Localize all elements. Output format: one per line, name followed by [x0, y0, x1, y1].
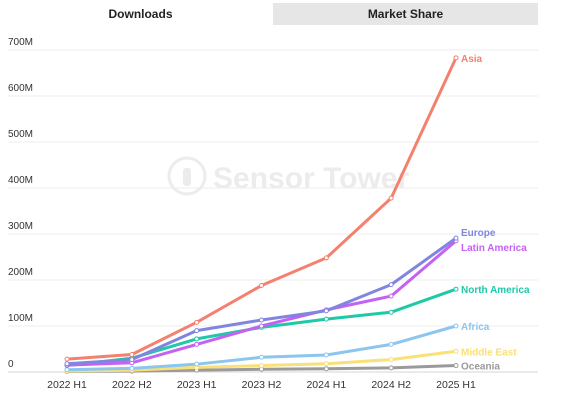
tab-downloads[interactable]: Downloads [8, 3, 273, 25]
tab-bar: Downloads Market Share [8, 3, 538, 25]
y-tick-label: 300M [8, 221, 33, 232]
data-point [388, 341, 394, 347]
y-tick-label: 200M [8, 267, 33, 278]
data-point [388, 195, 394, 201]
series-label: Middle East [461, 347, 517, 358]
data-point [64, 367, 70, 373]
data-point [453, 286, 459, 292]
data-point [64, 356, 70, 362]
x-tick-label: 2022 H1 [47, 379, 87, 391]
data-point [453, 363, 459, 369]
data-point [388, 365, 394, 371]
data-point [194, 319, 200, 325]
data-point [323, 352, 329, 358]
data-point [64, 361, 70, 367]
data-point [323, 255, 329, 261]
data-point [194, 341, 200, 347]
y-tick-label: 500M [8, 129, 33, 140]
tab-market-share[interactable]: Market Share [273, 3, 538, 25]
data-point [323, 366, 329, 372]
x-tick-label: 2025 H1 [436, 379, 476, 391]
data-point [453, 235, 459, 241]
y-tick-label: 600M [8, 83, 33, 94]
data-point [388, 293, 394, 299]
data-point [194, 361, 200, 367]
data-point [194, 328, 200, 334]
data-point [259, 323, 264, 329]
y-tick-label: 0 [8, 359, 14, 370]
data-point [129, 357, 135, 363]
data-point [259, 354, 264, 360]
x-tick-label: 2022 H2 [112, 379, 152, 391]
x-tick-label: 2023 H2 [242, 379, 282, 391]
data-point [453, 323, 459, 329]
data-point [259, 363, 264, 369]
y-tick-label: 400M [8, 175, 33, 186]
data-point [129, 365, 135, 371]
x-tick-label: 2023 H1 [177, 379, 217, 391]
data-point [388, 357, 394, 363]
x-tick-label: 2024 H2 [371, 379, 411, 391]
series-label: Europe [461, 228, 496, 239]
data-point [323, 361, 329, 367]
data-point [453, 348, 459, 354]
data-point [259, 317, 264, 323]
y-tick-label: 700M [8, 37, 33, 48]
series-label: Oceania [461, 362, 500, 373]
series-label: North America [461, 285, 530, 296]
series-label: Africa [461, 322, 490, 333]
watermark-text: Sensor Tower [213, 162, 409, 195]
data-point [129, 352, 135, 358]
y-tick-label: 100M [8, 313, 33, 324]
data-point [194, 336, 200, 342]
watermark: Sensor Tower [167, 156, 409, 196]
data-point [323, 316, 329, 322]
data-point [259, 283, 264, 289]
data-point [388, 309, 394, 315]
data-point [453, 55, 459, 61]
series-line [65, 56, 458, 361]
series-line [65, 236, 458, 366]
series-label: Latin America [461, 243, 527, 254]
series-line [65, 239, 458, 367]
data-point [388, 282, 394, 288]
data-point [323, 308, 329, 314]
series-label: Asia [461, 54, 483, 65]
x-tick-label: 2024 H1 [306, 379, 346, 391]
